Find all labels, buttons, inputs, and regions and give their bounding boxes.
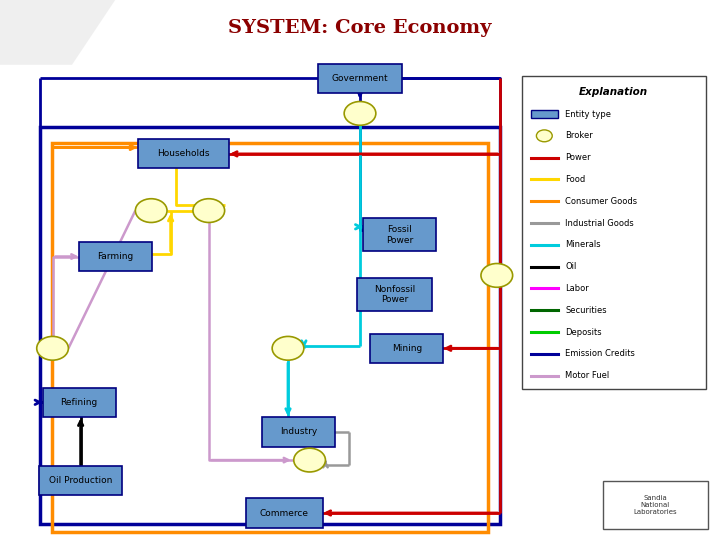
Text: Food: Food (565, 175, 585, 184)
Polygon shape (0, 0, 115, 65)
Text: SYSTEM: Core Economy: SYSTEM: Core Economy (228, 19, 492, 37)
Bar (522, 76, 706, 389)
FancyBboxPatch shape (262, 417, 336, 447)
FancyBboxPatch shape (318, 64, 402, 93)
FancyBboxPatch shape (370, 334, 443, 363)
Text: Oil Production: Oil Production (49, 476, 112, 485)
FancyBboxPatch shape (364, 219, 436, 252)
Circle shape (536, 130, 552, 142)
Text: Explanation: Explanation (579, 87, 649, 98)
FancyBboxPatch shape (79, 242, 152, 271)
Circle shape (135, 199, 167, 222)
Text: Households: Households (158, 150, 210, 158)
Bar (52, 143, 488, 532)
Text: Power: Power (565, 153, 591, 162)
FancyBboxPatch shape (246, 498, 323, 528)
Circle shape (344, 102, 376, 125)
Circle shape (193, 199, 225, 222)
Circle shape (294, 448, 325, 472)
FancyBboxPatch shape (357, 278, 432, 311)
FancyBboxPatch shape (531, 110, 558, 118)
Text: Nonfossil
Power: Nonfossil Power (374, 285, 415, 304)
Text: Emission Credits: Emission Credits (565, 349, 635, 359)
Text: Industrial Goods: Industrial Goods (565, 219, 634, 227)
Circle shape (272, 336, 304, 360)
Text: Motor Fuel: Motor Fuel (565, 371, 609, 380)
Circle shape (481, 264, 513, 287)
Circle shape (37, 336, 68, 360)
Text: Government: Government (332, 74, 388, 83)
FancyBboxPatch shape (39, 466, 122, 495)
Text: Farming: Farming (97, 252, 133, 261)
Text: Entity type: Entity type (565, 110, 611, 118)
Text: Consumer Goods: Consumer Goods (565, 197, 637, 206)
Bar (603, 481, 708, 529)
Text: Commerce: Commerce (260, 509, 309, 517)
Text: Labor: Labor (565, 284, 589, 293)
Text: Sandia
National
Laboratories: Sandia National Laboratories (634, 495, 677, 515)
FancyBboxPatch shape (43, 388, 115, 417)
Text: Mining: Mining (392, 344, 422, 353)
Text: Securities: Securities (565, 306, 607, 315)
Text: Industry: Industry (280, 428, 318, 436)
Text: Refining: Refining (60, 398, 98, 407)
Text: Oil: Oil (565, 262, 577, 271)
FancyBboxPatch shape (138, 139, 229, 168)
Text: Broker: Broker (565, 131, 593, 140)
Text: Deposits: Deposits (565, 328, 602, 336)
Text: Fossil
Power: Fossil Power (386, 225, 413, 245)
Bar (40, 127, 500, 524)
Text: Minerals: Minerals (565, 240, 600, 249)
